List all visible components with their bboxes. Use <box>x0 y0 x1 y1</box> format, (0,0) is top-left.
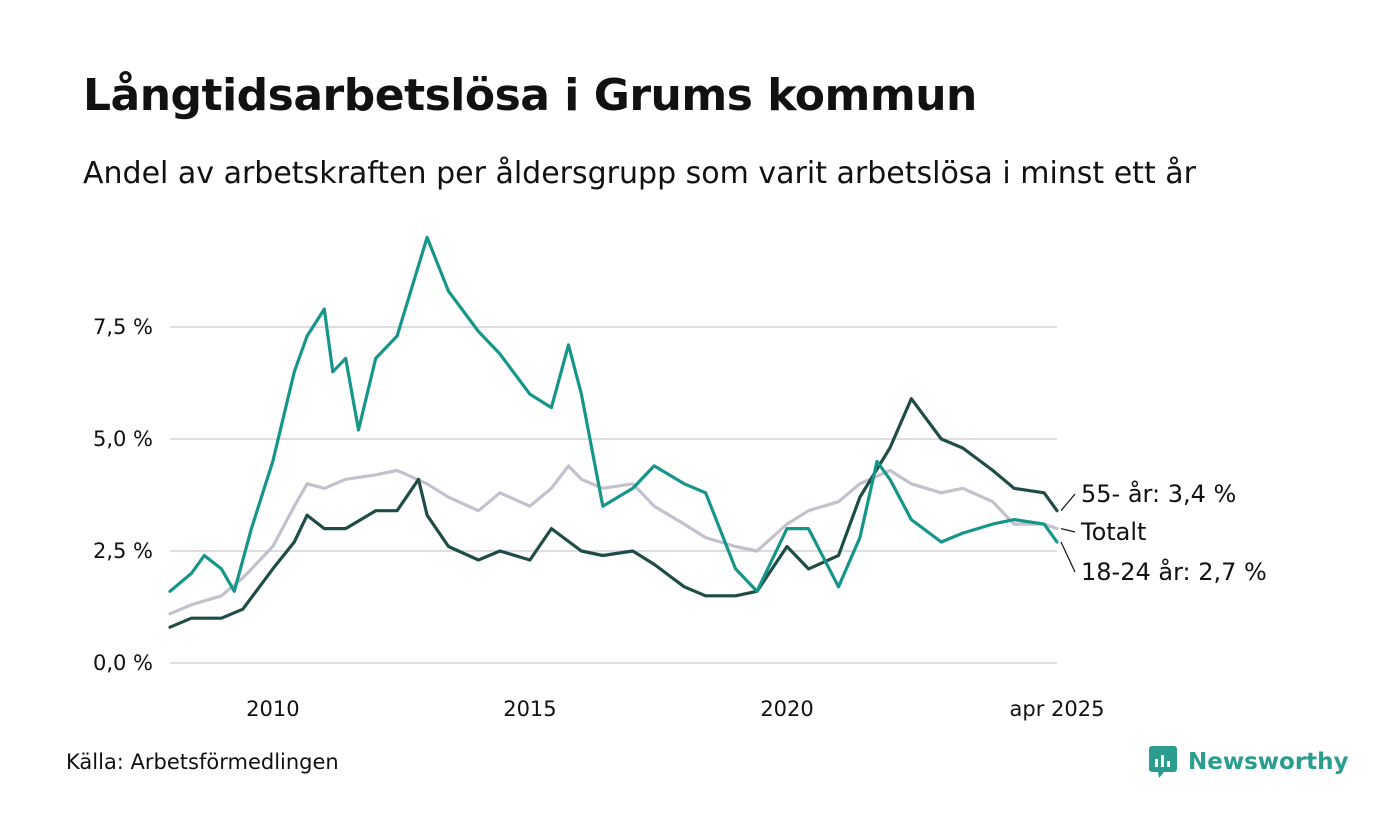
brand-logo: Newsworthy <box>1148 745 1349 779</box>
end-labels: Totalt 55- år: 3,4 % 18-24 år: 2,7 % <box>1060 479 1267 586</box>
x-axis-ticks: 2010 2015 2020 apr 2025 <box>246 697 1104 721</box>
y-tick-label: 7,5 % <box>93 315 153 339</box>
series-line-age1824 <box>168 235 1059 593</box>
chart-title: Långtidsarbetslösa i Grums kommun <box>83 70 977 121</box>
x-tick-label: 2010 <box>246 697 299 721</box>
series-line-totalt <box>168 464 1059 616</box>
y-axis-ticks: 0,0 % 2,5 % 5,0 % 7,5 % <box>93 315 153 675</box>
series-end-label: 18-24 år: 2,7 % <box>1081 557 1267 586</box>
brand-name: Newsworthy <box>1188 749 1349 775</box>
series-end-label: 55- år: 3,4 % <box>1081 479 1236 508</box>
x-tick-label: 2020 <box>760 697 813 721</box>
x-tick-label: 2015 <box>503 697 556 721</box>
y-tick-label: 5,0 % <box>93 427 153 451</box>
newsworthy-icon <box>1149 746 1177 778</box>
y-tick-label: 2,5 % <box>93 539 153 563</box>
x-tick-label: apr 2025 <box>1010 697 1105 721</box>
y-tick-label: 0,0 % <box>93 651 153 675</box>
gridlines <box>170 326 1057 664</box>
leader-line <box>1060 541 1076 573</box>
leader-line <box>1060 528 1076 533</box>
chart-subtitle: Andel av arbetskraften per åldersgrupp s… <box>83 156 1196 191</box>
series-line-age55 <box>168 397 1059 629</box>
series-end-label: Totalt <box>1080 518 1146 546</box>
source-note: Källa: Arbetsförmedlingen <box>66 750 339 774</box>
leader-line <box>1060 493 1076 512</box>
series-lines <box>168 235 1059 629</box>
